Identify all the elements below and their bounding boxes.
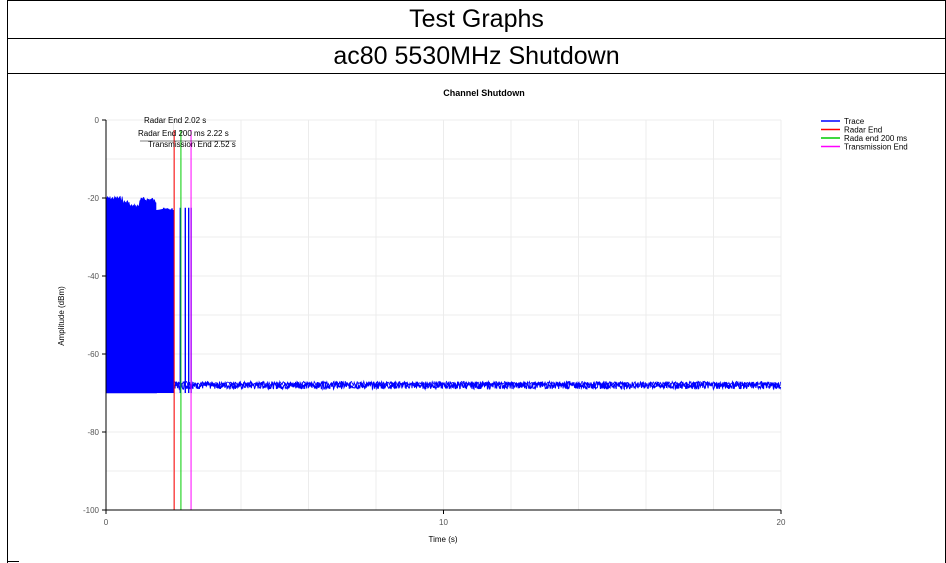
frame-tick-bottom	[7, 561, 19, 562]
trace-dense-block	[105, 195, 157, 394]
frame-left-border	[7, 0, 8, 563]
frame-top-border	[7, 0, 946, 1]
page-subtitle: ac80 5530MHz Shutdown	[8, 39, 945, 74]
y-tick-label: 0	[95, 116, 100, 125]
legend-label: Trace	[844, 117, 865, 126]
y-tick-label: -60	[87, 350, 99, 359]
marker-annotation-1: Radar End 200 ms 2.22 s	[138, 129, 229, 138]
chart-grid	[105, 119, 782, 511]
y-tick-label: -40	[87, 272, 99, 281]
frame-tick-top	[7, 73, 19, 74]
y-tick-label: -80	[87, 428, 99, 437]
legend-label: Transmission End	[844, 143, 908, 152]
trace-noise-floor-upper	[173, 379, 781, 388]
header-title: Test Graphs	[8, 0, 945, 39]
trace-series	[105, 195, 782, 394]
marker-annotation-0: Radar End 2.02 s	[144, 116, 206, 125]
legend-label: Rada end 200 ms	[844, 134, 907, 143]
x-tick-label: 0	[104, 518, 109, 527]
chart-title: Channel Shutdown	[443, 88, 525, 98]
marker-annotation-2: Transmission End 2.52 s	[148, 140, 236, 149]
x-tick-label: 10	[439, 518, 448, 527]
marker-annotations: Radar End 2.02 s Radar End 200 ms 2.22 s T…	[138, 116, 236, 149]
x-tick-label: 20	[777, 518, 786, 527]
legend-label: Radar End	[844, 126, 882, 135]
marker-lines	[173, 130, 192, 510]
y-axis-label: Amplitude (dBm)	[57, 286, 66, 346]
y-tick-label: -100	[83, 506, 100, 515]
x-axis-label: Time (s)	[428, 535, 457, 544]
axis-ticks: 0 -20 -40 -60 -80 -100 0 10 20	[83, 116, 786, 527]
y-tick-label: -20	[87, 194, 99, 203]
